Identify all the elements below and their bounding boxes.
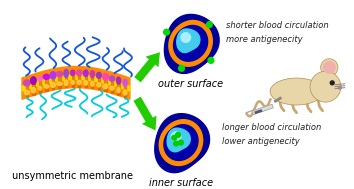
Bar — [91, 71, 93, 88]
Ellipse shape — [43, 74, 50, 79]
Text: longer blood circulation: longer blood circulation — [222, 123, 322, 132]
Bar — [78, 70, 80, 87]
Ellipse shape — [90, 70, 95, 78]
Polygon shape — [173, 26, 208, 61]
Circle shape — [172, 135, 177, 140]
Ellipse shape — [103, 84, 108, 89]
Circle shape — [321, 59, 338, 76]
Circle shape — [179, 65, 184, 71]
Bar — [45, 74, 48, 91]
Polygon shape — [155, 114, 210, 173]
Circle shape — [310, 71, 341, 102]
Ellipse shape — [84, 70, 88, 77]
Circle shape — [206, 22, 212, 27]
Bar — [252, 104, 273, 115]
Ellipse shape — [116, 77, 120, 84]
Ellipse shape — [51, 82, 55, 87]
Text: shorter blood circulation: shorter blood circulation — [226, 21, 329, 30]
Ellipse shape — [123, 90, 127, 95]
Ellipse shape — [117, 88, 120, 93]
Bar — [111, 76, 113, 92]
Ellipse shape — [109, 76, 115, 81]
Text: outer surface: outer surface — [158, 79, 223, 89]
Polygon shape — [164, 125, 198, 160]
Bar — [104, 74, 107, 91]
Circle shape — [181, 33, 190, 42]
Circle shape — [176, 132, 181, 137]
Circle shape — [338, 86, 341, 89]
FancyArrowPatch shape — [134, 52, 160, 82]
Ellipse shape — [270, 78, 323, 105]
Circle shape — [178, 140, 183, 145]
Bar — [52, 72, 54, 89]
Ellipse shape — [70, 70, 75, 76]
Ellipse shape — [50, 72, 56, 79]
Ellipse shape — [91, 81, 94, 86]
Bar — [65, 70, 67, 87]
Text: unsymmetric membrane: unsymmetric membrane — [12, 171, 133, 181]
Bar — [118, 77, 120, 94]
Bar — [124, 80, 126, 97]
Ellipse shape — [64, 80, 68, 86]
Bar — [72, 70, 74, 87]
Ellipse shape — [30, 77, 36, 84]
Bar — [25, 80, 28, 97]
Text: lower antigenecity: lower antigenecity — [222, 137, 300, 146]
Circle shape — [208, 57, 214, 63]
Polygon shape — [177, 29, 200, 53]
Bar — [98, 72, 100, 89]
Ellipse shape — [56, 72, 63, 77]
Ellipse shape — [76, 70, 82, 76]
Ellipse shape — [84, 81, 88, 85]
Ellipse shape — [44, 85, 49, 88]
Bar — [32, 77, 35, 94]
Bar — [254, 109, 262, 114]
Ellipse shape — [24, 90, 29, 95]
Polygon shape — [167, 128, 190, 152]
Text: more antigenecity: more antigenecity — [226, 35, 303, 44]
Ellipse shape — [110, 86, 114, 90]
Ellipse shape — [38, 86, 42, 90]
Ellipse shape — [38, 76, 42, 81]
Polygon shape — [22, 67, 130, 99]
Bar — [39, 76, 41, 92]
Text: inner surface: inner surface — [149, 178, 213, 188]
Circle shape — [174, 141, 178, 146]
Ellipse shape — [97, 83, 101, 87]
Ellipse shape — [102, 74, 108, 80]
Polygon shape — [169, 20, 212, 66]
Ellipse shape — [57, 82, 62, 85]
Circle shape — [164, 29, 170, 35]
Polygon shape — [159, 120, 202, 165]
Ellipse shape — [71, 81, 74, 84]
Ellipse shape — [123, 79, 127, 87]
Ellipse shape — [23, 80, 30, 86]
Ellipse shape — [64, 69, 68, 77]
Circle shape — [324, 62, 335, 73]
FancyArrowPatch shape — [133, 97, 156, 131]
Polygon shape — [164, 14, 219, 73]
Circle shape — [330, 81, 334, 85]
Circle shape — [171, 132, 181, 142]
Ellipse shape — [77, 80, 81, 84]
Bar — [58, 71, 61, 88]
Ellipse shape — [96, 72, 101, 78]
Polygon shape — [22, 75, 130, 91]
Bar — [85, 70, 87, 87]
Ellipse shape — [31, 88, 36, 93]
